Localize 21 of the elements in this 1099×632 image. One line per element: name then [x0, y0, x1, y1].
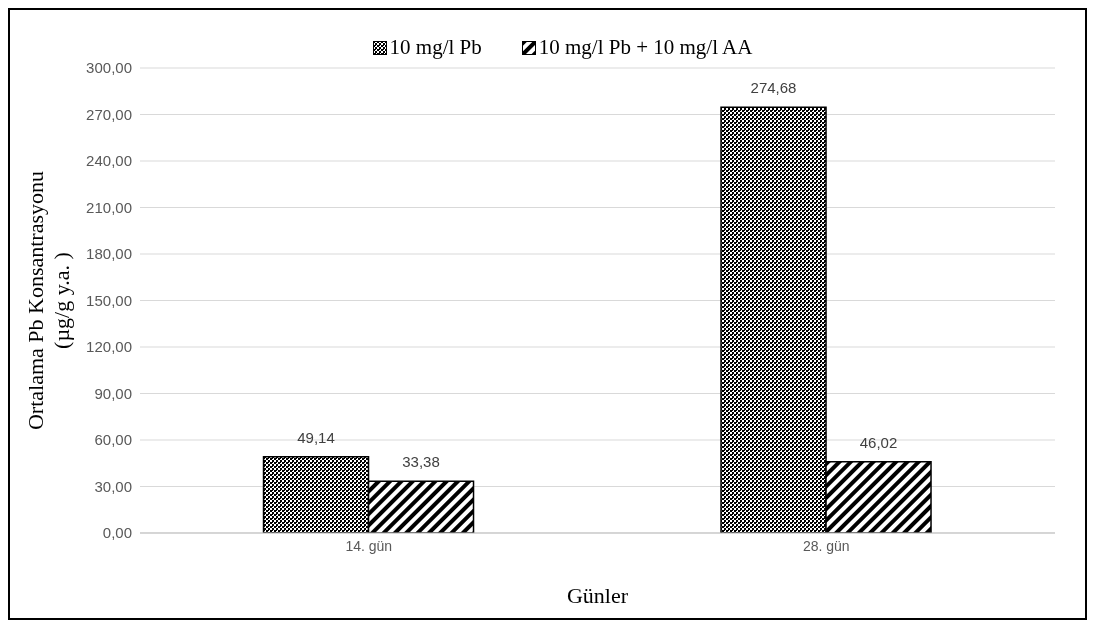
y-tick-label: 90,00	[94, 384, 132, 402]
y-tick-label: 180,00	[86, 245, 132, 263]
legend-label: 10 mg/l Pb + 10 mg/l AA	[538, 35, 753, 60]
y-tick-label: 0,00	[102, 524, 132, 542]
y-tick-label: 30,00	[94, 477, 132, 495]
data-label: 274,68	[750, 79, 797, 97]
x-tick-label: 14. gün	[345, 537, 393, 554]
data-label: 49,14	[297, 428, 335, 446]
y-tick-label: 120,00	[86, 338, 132, 356]
y-tick-label: 60,00	[94, 431, 132, 449]
x-tick-label: 28. gün	[802, 537, 850, 554]
y-tick-label: 210,00	[86, 198, 132, 216]
y-tick-label: 300,00	[86, 59, 132, 77]
data-label: 33,38	[402, 453, 440, 471]
y-tick-label: 240,00	[86, 152, 132, 170]
y-tick-label: 150,00	[86, 291, 132, 309]
x-axis-title: Günler	[566, 583, 629, 608]
y-tick-label: 270,00	[86, 105, 132, 123]
data-label: 46,02	[859, 433, 898, 451]
legend-label: 10 mg/l Pb	[389, 35, 482, 60]
y-axis-title: Ortalama Pb Konsantrasyonu (µg/g y.a. )	[23, 170, 74, 431]
